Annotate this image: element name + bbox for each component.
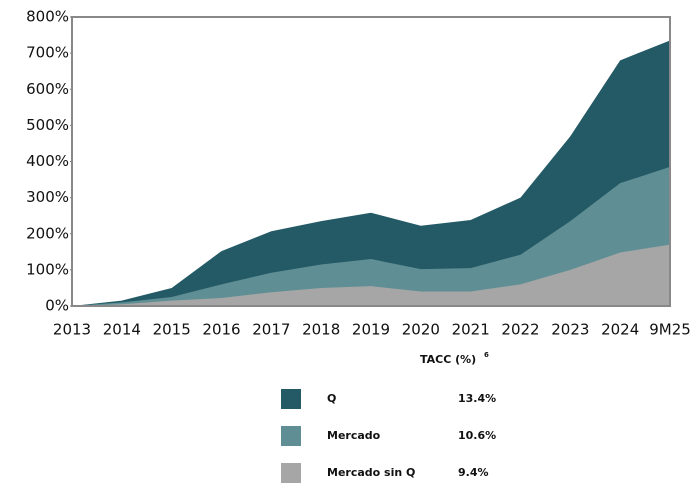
x-tick-label: 2013 — [53, 321, 91, 339]
plot-frame — [71, 16, 671, 307]
x-tick-label: 2015 — [153, 321, 191, 339]
y-tick-label: 500% — [26, 116, 69, 134]
x-tick-label: 9M25 — [649, 321, 691, 339]
legend-tacc: 13.4% — [458, 392, 496, 405]
legend-swatch — [281, 389, 301, 409]
y-tick-label: 100% — [26, 260, 69, 278]
x-tick-label: 2017 — [252, 321, 290, 339]
area — [72, 40, 670, 306]
x-tick-label: 2020 — [402, 321, 440, 339]
legend-tacc: 10.6% — [458, 429, 496, 442]
x-tick-label: 2024 — [601, 321, 639, 339]
y-tick-label: 700% — [26, 44, 69, 62]
y-tick-label: 0% — [45, 297, 69, 315]
area — [72, 244, 670, 306]
area — [72, 166, 670, 306]
legend-label: Mercado sin Q — [327, 466, 415, 479]
x-tick-label: 2019 — [352, 321, 390, 339]
x-tick-label: 2016 — [202, 321, 240, 339]
x-tick-label: 2023 — [551, 321, 589, 339]
x-tick-label: 2018 — [302, 321, 340, 339]
y-tick-label: 300% — [26, 188, 69, 206]
legend-swatch — [281, 463, 301, 483]
x-tick-label: 2014 — [103, 321, 141, 339]
x-tick-label: 2021 — [452, 321, 490, 339]
x-tick-label: 2022 — [501, 321, 539, 339]
legend-label: Mercado — [327, 429, 381, 442]
y-tick-label: 200% — [26, 224, 69, 242]
legend-title-note: 6 — [484, 351, 489, 359]
legend-swatch — [281, 426, 301, 446]
legend-title: TACC (%) — [420, 353, 476, 366]
y-tick-label: 600% — [26, 80, 69, 98]
legend-label: Q — [327, 392, 336, 405]
legend-tacc: 9.4% — [458, 466, 489, 479]
y-tick-label: 400% — [26, 152, 69, 170]
y-tick-label: 800% — [26, 8, 69, 26]
